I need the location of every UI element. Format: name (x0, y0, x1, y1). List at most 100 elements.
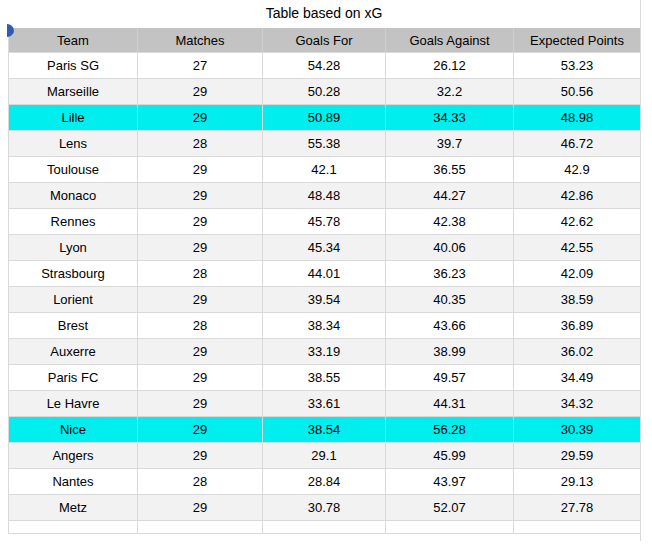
table-cell-goals-for[interactable]: 48.48 (263, 183, 386, 209)
table-cell-goals-against[interactable]: 26.12 (386, 53, 514, 79)
table-cell-goals-against[interactable]: 49.57 (386, 365, 514, 391)
table-cell-matches[interactable]: 28 (138, 131, 263, 157)
table-cell-expected-points[interactable]: 36.89 (514, 313, 641, 339)
table-cell-goals-for[interactable]: 38.34 (263, 313, 386, 339)
table-cell-expected-points[interactable]: 42.9 (514, 157, 641, 183)
table-cell-matches[interactable]: 28 (138, 261, 263, 287)
table-cell-team[interactable]: Brest (9, 313, 138, 339)
table-cell-goals-for[interactable]: 38.54 (263, 417, 386, 443)
table-cell-matches[interactable]: 28 (138, 313, 263, 339)
table-cell-goals-for[interactable]: 45.78 (263, 209, 386, 235)
table-cell-matches[interactable]: 27 (138, 53, 263, 79)
table-cell-goals-for[interactable]: 33.61 (263, 391, 386, 417)
table-cell-goals-for[interactable]: 45.34 (263, 235, 386, 261)
table-cell-team[interactable]: Paris FC (9, 365, 138, 391)
table-title[interactable]: Table based on xG (8, 0, 640, 27)
table-cell-expected-points[interactable]: 42.55 (514, 235, 641, 261)
table-cell-team[interactable]: Nantes (9, 469, 138, 495)
table-cell-expected-points[interactable]: 38.59 (514, 287, 641, 313)
table-cell-team[interactable]: Monaco (9, 183, 138, 209)
column-header-goals-for[interactable]: Goals For (263, 28, 386, 53)
table-cell-goals-for[interactable]: 33.19 (263, 339, 386, 365)
table-cell-goals-against[interactable]: 40.35 (386, 287, 514, 313)
table-cell-team[interactable]: Metz (9, 495, 138, 521)
empty-cell[interactable] (9, 521, 138, 534)
empty-cell[interactable] (263, 521, 386, 534)
table-cell-expected-points[interactable]: 53.23 (514, 53, 641, 79)
table-cell-matches[interactable]: 29 (138, 209, 263, 235)
table-cell-team[interactable]: Auxerre (9, 339, 138, 365)
table-cell-goals-against[interactable]: 42.38 (386, 209, 514, 235)
table-cell-goals-against[interactable]: 44.31 (386, 391, 514, 417)
table-cell-goals-for[interactable]: 55.38 (263, 131, 386, 157)
table-cell-team[interactable]: Paris SG (9, 53, 138, 79)
table-cell-matches[interactable]: 29 (138, 157, 263, 183)
table-cell-team[interactable]: Lille (9, 105, 138, 131)
table-cell-team[interactable]: Le Havre (9, 391, 138, 417)
table-cell-matches[interactable]: 29 (138, 443, 263, 469)
table-cell-matches[interactable]: 29 (138, 391, 263, 417)
table-cell-team[interactable]: Lorient (9, 287, 138, 313)
table-cell-goals-against[interactable]: 52.07 (386, 495, 514, 521)
table-cell-team[interactable]: Toulouse (9, 157, 138, 183)
table-cell-expected-points[interactable]: 30.39 (514, 417, 641, 443)
table-cell-goals-for[interactable]: 39.54 (263, 287, 386, 313)
table-cell-goals-against[interactable]: 45.99 (386, 443, 514, 469)
table-cell-goals-against[interactable]: 32.2 (386, 79, 514, 105)
table-cell-matches[interactable]: 29 (138, 183, 263, 209)
table-cell-goals-against[interactable]: 56.28 (386, 417, 514, 443)
table-cell-matches[interactable]: 28 (138, 469, 263, 495)
table-cell-team[interactable]: Lyon (9, 235, 138, 261)
table-cell-matches[interactable]: 29 (138, 417, 263, 443)
table-cell-goals-against[interactable]: 40.06 (386, 235, 514, 261)
table-cell-goals-against[interactable]: 39.7 (386, 131, 514, 157)
table-cell-expected-points[interactable]: 46.72 (514, 131, 641, 157)
table-cell-goals-against[interactable]: 34.33 (386, 105, 514, 131)
table-cell-matches[interactable]: 29 (138, 495, 263, 521)
table-cell-matches[interactable]: 29 (138, 339, 263, 365)
table-cell-expected-points[interactable]: 42.09 (514, 261, 641, 287)
table-cell-goals-for[interactable]: 28.84 (263, 469, 386, 495)
table-cell-expected-points[interactable]: 34.49 (514, 365, 641, 391)
table-cell-expected-points[interactable]: 29.13 (514, 469, 641, 495)
table-cell-goals-against[interactable]: 38.99 (386, 339, 514, 365)
table-cell-goals-for[interactable]: 50.28 (263, 79, 386, 105)
empty-cell[interactable] (138, 521, 263, 534)
column-header-goals-against[interactable]: Goals Against (386, 28, 514, 53)
table-cell-expected-points[interactable]: 27.78 (514, 495, 641, 521)
table-cell-expected-points[interactable]: 50.56 (514, 79, 641, 105)
table-cell-team[interactable]: Angers (9, 443, 138, 469)
table-cell-goals-for[interactable]: 29.1 (263, 443, 386, 469)
table-cell-matches[interactable]: 29 (138, 79, 263, 105)
table-cell-matches[interactable]: 29 (138, 365, 263, 391)
table-cell-goals-for[interactable]: 38.55 (263, 365, 386, 391)
column-header-expected-points[interactable]: Expected Points (514, 28, 641, 53)
table-cell-goals-for[interactable]: 54.28 (263, 53, 386, 79)
table-cell-team[interactable]: Nice (9, 417, 138, 443)
table-cell-team[interactable]: Lens (9, 131, 138, 157)
table-cell-team[interactable]: Rennes (9, 209, 138, 235)
table-cell-goals-against[interactable]: 44.27 (386, 183, 514, 209)
table-cell-team[interactable]: Marseille (9, 79, 138, 105)
table-cell-matches[interactable]: 29 (138, 235, 263, 261)
table-cell-goals-against[interactable]: 43.97 (386, 469, 514, 495)
column-header-team[interactable]: Team (9, 28, 138, 53)
column-header-matches[interactable]: Matches (138, 28, 263, 53)
table-cell-expected-points[interactable]: 36.02 (514, 339, 641, 365)
table-cell-expected-points[interactable]: 42.62 (514, 209, 641, 235)
table-cell-goals-against[interactable]: 43.66 (386, 313, 514, 339)
table-cell-matches[interactable]: 29 (138, 287, 263, 313)
table-cell-expected-points[interactable]: 34.32 (514, 391, 641, 417)
empty-cell[interactable] (386, 521, 514, 534)
table-cell-goals-against[interactable]: 36.23 (386, 261, 514, 287)
table-cell-expected-points[interactable]: 29.59 (514, 443, 641, 469)
table-cell-team[interactable]: Strasbourg (9, 261, 138, 287)
table-cell-goals-for[interactable]: 50.89 (263, 105, 386, 131)
table-cell-goals-for[interactable]: 30.78 (263, 495, 386, 521)
table-cell-goals-against[interactable]: 36.55 (386, 157, 514, 183)
table-cell-expected-points[interactable]: 42.86 (514, 183, 641, 209)
table-cell-goals-for[interactable]: 42.1 (263, 157, 386, 183)
table-cell-matches[interactable]: 29 (138, 105, 263, 131)
table-cell-expected-points[interactable]: 48.98 (514, 105, 641, 131)
empty-cell[interactable] (514, 521, 641, 534)
